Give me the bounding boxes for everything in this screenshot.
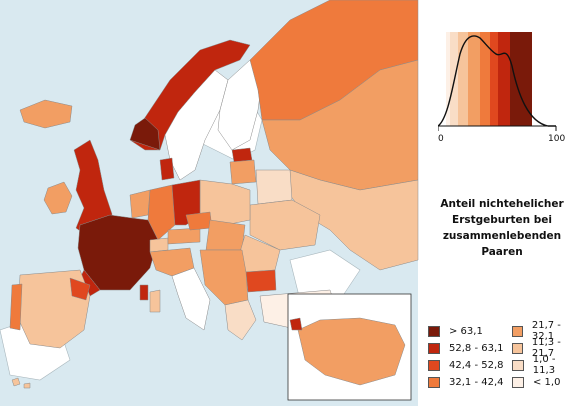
axis-min-label: 0 xyxy=(438,134,444,144)
region-iceland xyxy=(19,99,73,129)
title-line-2: Erstgeburten bei xyxy=(452,214,552,226)
region-estonia xyxy=(231,147,253,163)
region-bulgaria xyxy=(245,269,277,293)
region-switzerland xyxy=(149,237,169,253)
legend-item-7: 1,0 - 11,3 xyxy=(512,354,580,376)
legend-item-4: 32,1 - 42,4 xyxy=(428,375,504,389)
region-czechia xyxy=(185,211,213,231)
legend-swatch-4 xyxy=(428,376,440,388)
legend-swatch-8 xyxy=(512,376,524,388)
histogram-band xyxy=(490,32,498,126)
distribution-histogram xyxy=(438,32,557,131)
legend-label-7: 1,0 - 11,3 xyxy=(532,354,556,376)
region-ukraine xyxy=(249,199,321,251)
legend-item-5: 21,7 - 32,1 xyxy=(512,320,580,342)
legend-label-6: 11,3 - 21,7 xyxy=(531,337,561,359)
histogram-band xyxy=(510,32,532,126)
region-austria xyxy=(167,227,201,245)
region-corsica xyxy=(139,284,149,301)
legend-item-2: 52,8 - 63,1 xyxy=(428,341,504,355)
region-slovakia-hungary xyxy=(205,219,246,251)
region-latvia-lithuania xyxy=(229,159,257,185)
region-sardinia xyxy=(149,289,161,313)
legend-label-2: 52,8 - 63,1 xyxy=(449,342,504,354)
legend-swatch-7 xyxy=(512,359,524,371)
histogram-band xyxy=(468,32,480,126)
region-greece xyxy=(224,299,257,341)
inset-russia xyxy=(297,317,406,386)
legend-item-6: 11,3 - 21,7 xyxy=(512,337,580,359)
title-line-4: Paaren xyxy=(481,246,523,258)
region-germany-west xyxy=(147,184,176,241)
region-belarus xyxy=(255,169,293,205)
region-norway-south xyxy=(129,117,161,151)
region-ireland xyxy=(43,181,73,215)
region-denmark xyxy=(159,157,175,181)
axis-max-label: 100 xyxy=(548,134,566,144)
legend-swatch-5 xyxy=(512,325,523,337)
legend-swatch-1 xyxy=(428,325,440,337)
title-line-1: Anteil nichtehelicher xyxy=(440,198,564,210)
legend-swatch-3 xyxy=(428,359,440,371)
region-france xyxy=(77,214,159,291)
legend-item-3: 42,4 - 52,8 xyxy=(428,358,504,372)
legend-label-4: 32,1 - 42,4 xyxy=(449,376,504,388)
region-catalonia xyxy=(69,277,91,301)
histogram-band xyxy=(480,32,490,126)
title-line-3: zusammenlebenden xyxy=(442,230,562,242)
legend-swatch-6 xyxy=(512,342,523,354)
density-curve xyxy=(438,35,556,127)
legend-label-1: > 63,1 xyxy=(449,325,483,337)
legend-title: Anteil nichtehelicher Erstgeburten bei z… xyxy=(432,196,572,260)
region-benelux xyxy=(129,189,151,219)
histogram-band xyxy=(458,32,468,126)
inset-europe-west xyxy=(289,317,303,331)
histogram-band xyxy=(446,32,450,126)
legend-label-3: 42,4 - 52,8 xyxy=(449,359,504,371)
legend-item-8: < 1,0 xyxy=(512,375,560,389)
histogram-band xyxy=(498,32,510,126)
region-italy-south xyxy=(171,267,211,331)
legend-label-8: < 1,0 xyxy=(533,376,561,388)
legend-label-5: 21,7 - 32,1 xyxy=(531,320,561,342)
histogram-bands xyxy=(446,32,532,126)
region-portugal xyxy=(9,283,23,331)
legend-item-1: > 63,1 xyxy=(428,324,483,338)
legend-swatch-2 xyxy=(428,342,440,354)
region-norway xyxy=(129,39,251,151)
region-canary-islands xyxy=(11,377,31,389)
